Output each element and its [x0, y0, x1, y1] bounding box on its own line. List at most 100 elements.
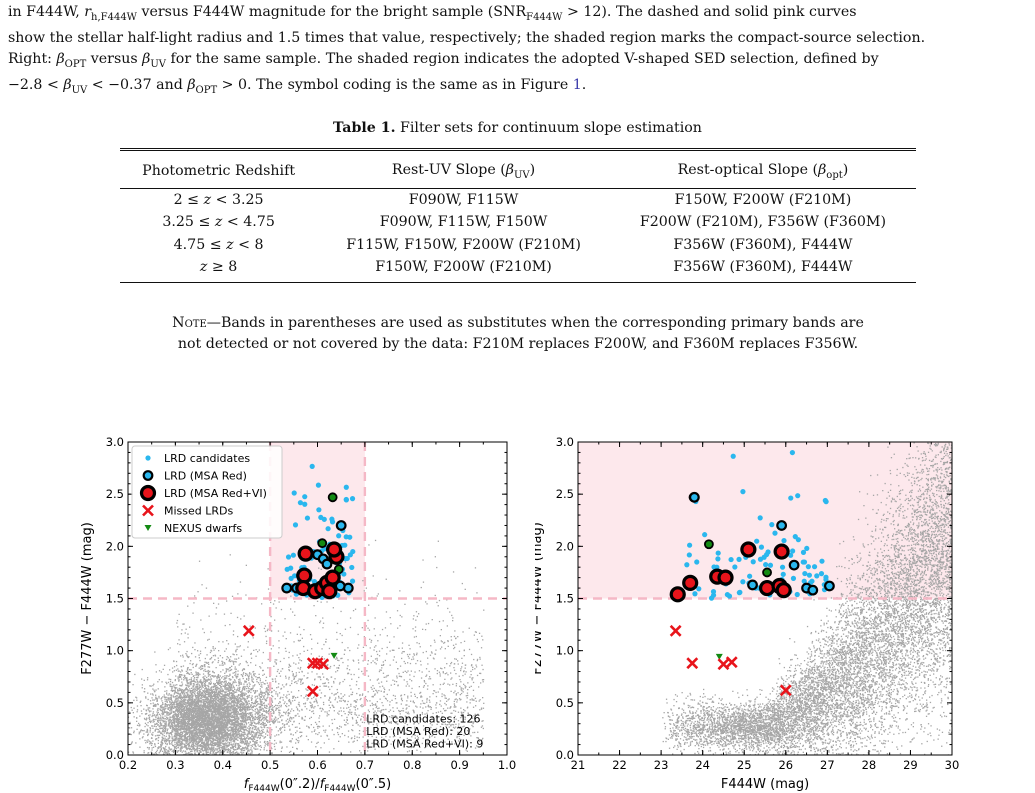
background-point [205, 722, 207, 724]
background-point [184, 674, 186, 677]
background-point [188, 685, 191, 687]
background-point [258, 745, 260, 747]
background-point [145, 710, 148, 712]
background-point [199, 685, 201, 687]
background-point [159, 715, 162, 717]
background-point [336, 727, 338, 729]
background-point [258, 694, 260, 696]
background-point [406, 712, 409, 715]
background-point [461, 666, 463, 668]
background-point [163, 706, 165, 708]
background-point [223, 743, 225, 745]
background-point [268, 710, 270, 712]
background-point [180, 655, 182, 657]
background-point [211, 725, 213, 727]
background-point [413, 723, 415, 725]
color-vs-compactness-plot: 0.2 0.3 0.4 0.5 0.6 0.7 0.8 0.9 1.00.00.51.01.52… [80, 435, 516, 793]
background-point [214, 706, 216, 708]
background-point [446, 663, 448, 665]
background-point [255, 748, 257, 750]
background-point [320, 568, 322, 570]
background-point [237, 722, 239, 724]
background-point [425, 706, 427, 708]
background-point [240, 748, 242, 750]
background-point [388, 722, 391, 724]
background-point [421, 671, 423, 673]
background-point [331, 729, 333, 731]
background-point [182, 703, 184, 705]
background-point [228, 689, 230, 691]
background-point [291, 718, 293, 720]
background-point [455, 723, 457, 725]
background-point [311, 697, 313, 700]
background-point [259, 738, 261, 740]
background-point [451, 723, 453, 726]
background-point [346, 719, 348, 721]
background-point [453, 727, 456, 729]
background-point [155, 716, 157, 719]
background-point [240, 725, 242, 727]
background-point [326, 711, 328, 713]
background-point [350, 693, 352, 696]
background-point [218, 706, 221, 708]
background-point [272, 720, 274, 723]
background-point [229, 721, 231, 723]
background-point [200, 668, 202, 670]
background-point [151, 697, 153, 699]
background-point [271, 700, 273, 702]
background-point [193, 717, 195, 719]
background-point [196, 700, 198, 703]
background-point [187, 693, 189, 695]
background-point [218, 682, 221, 685]
background-point [155, 739, 157, 741]
background-point [263, 731, 265, 733]
background-point [196, 746, 198, 748]
background-point [170, 699, 173, 701]
background-point [240, 706, 243, 708]
background-point [267, 719, 269, 722]
background-point [429, 676, 431, 678]
background-point [148, 720, 151, 722]
background-point [435, 704, 437, 706]
background-point [187, 752, 189, 755]
background-point [327, 682, 330, 684]
background-point [197, 732, 199, 734]
background-point [214, 738, 216, 741]
background-point [278, 707, 280, 709]
background-point [262, 708, 264, 710]
background-point [221, 657, 224, 659]
background-point [250, 744, 252, 747]
background-point [216, 678, 218, 680]
background-point [427, 622, 430, 625]
background-point [140, 710, 143, 712]
background-point [239, 706, 242, 708]
background-point [160, 742, 162, 744]
background-point [171, 737, 174, 740]
background-point [350, 705, 352, 707]
background-point [193, 729, 195, 732]
background-point [266, 727, 268, 729]
background-point [414, 744, 416, 746]
background-point [215, 748, 217, 750]
background-point [439, 673, 441, 675]
background-point [237, 736, 239, 738]
background-point [226, 699, 228, 701]
background-point [227, 736, 229, 738]
background-point [258, 673, 260, 675]
background-point [239, 698, 242, 700]
background-point [229, 554, 231, 556]
background-point [161, 707, 164, 709]
background-point [170, 695, 172, 697]
background-point [370, 718, 372, 720]
background-point [206, 680, 208, 682]
background-point [258, 711, 260, 713]
background-point [219, 712, 221, 714]
background-point [178, 679, 180, 681]
background-point [179, 721, 182, 723]
background-point [454, 698, 456, 701]
background-point [151, 714, 154, 716]
background-point [399, 716, 401, 718]
background-point [187, 730, 189, 732]
background-point [126, 731, 127, 732]
background-point [225, 687, 227, 689]
